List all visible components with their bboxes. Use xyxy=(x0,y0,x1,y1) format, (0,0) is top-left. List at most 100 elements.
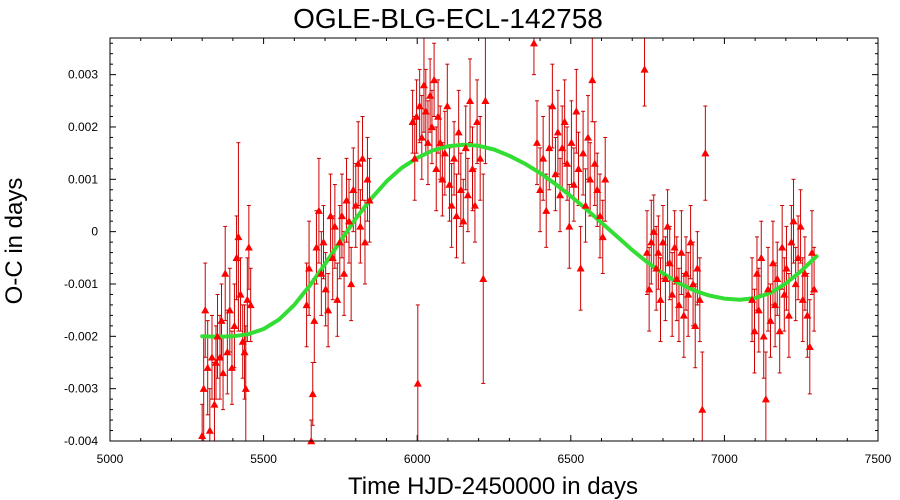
data-point xyxy=(588,75,597,84)
data-point xyxy=(454,128,463,136)
data-point xyxy=(321,285,330,293)
data-point xyxy=(789,217,798,225)
data-point xyxy=(466,96,475,105)
data-point xyxy=(791,279,800,288)
data-point xyxy=(319,238,328,246)
data-point xyxy=(668,290,677,298)
data-point xyxy=(656,295,665,303)
data-point xyxy=(219,368,228,377)
data-point xyxy=(553,128,562,136)
data-point xyxy=(310,316,319,324)
data-point xyxy=(661,274,670,282)
y-tick-label: -0.002 xyxy=(64,329,98,343)
data-point xyxy=(473,117,482,125)
data-point xyxy=(584,133,593,141)
data-point xyxy=(354,159,363,167)
data-point xyxy=(240,348,249,356)
data-point xyxy=(560,117,569,125)
data-point xyxy=(684,290,693,298)
data-point xyxy=(563,159,572,167)
data-point xyxy=(590,159,599,167)
data-point xyxy=(766,316,775,324)
data-point xyxy=(347,279,356,288)
data-point xyxy=(533,138,542,146)
data-point xyxy=(459,217,468,225)
data-point xyxy=(213,332,222,340)
data-point xyxy=(438,175,447,183)
data-point xyxy=(787,238,796,246)
data-point xyxy=(342,196,351,204)
data-point xyxy=(333,295,342,303)
data-point xyxy=(450,154,459,162)
ticks-layer: 5000 5500 6000 6500 7000 7500 -0.004 -0.003 -0.0… xyxy=(64,38,892,466)
x-tick-label: 6500 xyxy=(557,452,584,466)
data-point xyxy=(419,81,428,89)
data-point xyxy=(421,107,430,115)
data-point xyxy=(545,143,554,152)
data-point xyxy=(748,295,757,303)
data-point xyxy=(649,227,658,235)
data-point xyxy=(764,285,773,293)
data-point xyxy=(238,337,247,345)
data-point xyxy=(408,117,417,125)
data-point xyxy=(598,232,607,241)
data-point xyxy=(689,279,698,288)
data-point xyxy=(695,295,704,303)
data-point xyxy=(773,274,782,282)
data-point xyxy=(221,269,230,277)
data-point xyxy=(479,274,488,282)
data-point xyxy=(243,295,252,303)
data-point xyxy=(752,269,761,277)
data-point xyxy=(337,211,346,220)
data-point xyxy=(415,102,424,110)
data-point xyxy=(227,363,236,371)
data-point xyxy=(784,311,793,319)
data-point xyxy=(768,259,777,267)
y-axis-label: O-C in days xyxy=(1,178,28,305)
data-point xyxy=(672,274,681,282)
data-point xyxy=(701,149,710,157)
x-tick-label: 7000 xyxy=(711,452,738,466)
data-point xyxy=(305,264,314,272)
data-point xyxy=(782,264,791,272)
data-point xyxy=(413,379,422,387)
data-point xyxy=(236,290,245,298)
data-point xyxy=(456,185,465,193)
data-point xyxy=(215,353,224,361)
data-point xyxy=(567,138,576,146)
data-point xyxy=(461,143,470,152)
data-point xyxy=(232,253,241,262)
data-point xyxy=(445,180,454,188)
data-point xyxy=(576,264,585,272)
data-point xyxy=(328,253,337,262)
data-point xyxy=(539,154,548,162)
data-point xyxy=(698,405,707,413)
data-point xyxy=(796,222,805,230)
data-point xyxy=(691,321,700,330)
y-tick-label: 0.003 xyxy=(68,68,98,82)
data-point xyxy=(476,154,485,162)
data-point xyxy=(351,201,360,209)
data-point xyxy=(778,243,787,251)
data-point xyxy=(317,269,326,277)
data-point xyxy=(780,290,789,298)
data-point xyxy=(349,185,358,193)
data-point xyxy=(640,65,649,73)
data-point xyxy=(750,327,759,335)
data-point xyxy=(326,211,335,220)
data-point xyxy=(581,201,590,209)
data-point xyxy=(314,206,323,214)
data-point xyxy=(677,248,686,256)
data-point xyxy=(340,269,349,277)
x-tick-label: 7500 xyxy=(865,452,892,466)
y-tick-label: 0 xyxy=(91,225,98,239)
data-point xyxy=(223,348,232,356)
data-point xyxy=(246,300,255,309)
y-tick-label: 0.002 xyxy=(68,120,98,134)
data-point xyxy=(207,353,216,361)
data-point xyxy=(805,342,814,350)
data-point xyxy=(365,196,374,204)
data-point xyxy=(417,133,426,141)
data-point xyxy=(230,321,239,330)
data-point xyxy=(244,243,253,251)
